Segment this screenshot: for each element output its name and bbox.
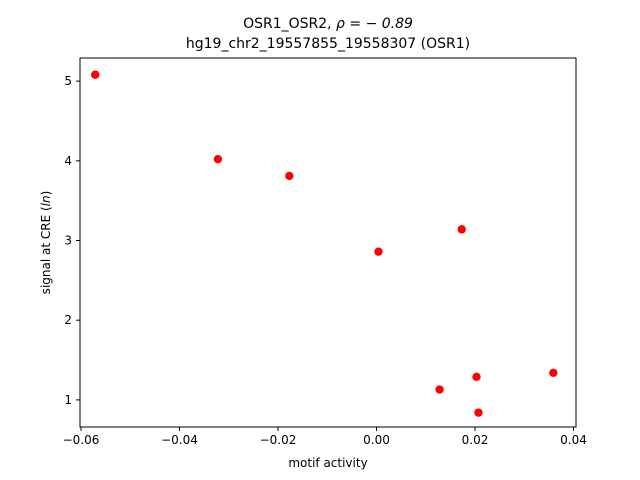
y-tick-label: 2 <box>64 313 72 327</box>
data-point <box>435 385 444 394</box>
data-point <box>91 70 100 79</box>
y-axis-label-prefix: signal at CRE ( <box>39 206 53 294</box>
y-tick-label: 5 <box>64 74 72 88</box>
data-points <box>91 70 558 417</box>
data-point <box>285 171 294 181</box>
title-line-1-prefix: OSR1_OSR2, <box>243 16 336 32</box>
data-point <box>472 372 481 381</box>
title-line-1-rho: ρ = − 0.89 <box>336 16 413 32</box>
y-tick-label: 4 <box>64 154 72 168</box>
axis-ticks: −0.06 −0.04 −0.02 0.00 0.02 0.04 1 2 3 4 5 <box>63 74 587 447</box>
x-tick-label: 0.02 <box>462 433 489 447</box>
data-point <box>549 368 558 378</box>
title-line-1: OSR1_OSR2, ρ = − 0.89 <box>243 16 413 32</box>
y-axis-label: signal at CRE (ln) <box>39 191 53 295</box>
y-tick-label: 3 <box>64 234 72 248</box>
x-tick-label: 0.00 <box>363 433 390 447</box>
data-point <box>457 225 466 234</box>
y-tick-label: 1 <box>64 393 72 407</box>
y-axis-label-italic: ln <box>39 195 53 206</box>
chart-title: OSR1_OSR2, ρ = − 0.89 hg19_chr2_19557855… <box>186 16 470 52</box>
data-point <box>213 155 223 164</box>
x-axis-label: motif activity <box>288 456 367 470</box>
y-axis-label-suffix: ) <box>39 191 53 196</box>
plot-frame <box>79 57 577 428</box>
title-line-2: hg19_chr2_19557855_19558307 (OSR1) <box>186 36 470 52</box>
x-tick-label: −0.02 <box>260 433 297 447</box>
x-tick-label: 0.04 <box>560 433 587 447</box>
x-tick-label: −0.06 <box>63 433 100 447</box>
x-tick-label: −0.04 <box>161 433 198 447</box>
data-point <box>374 247 383 256</box>
data-point <box>474 408 483 417</box>
